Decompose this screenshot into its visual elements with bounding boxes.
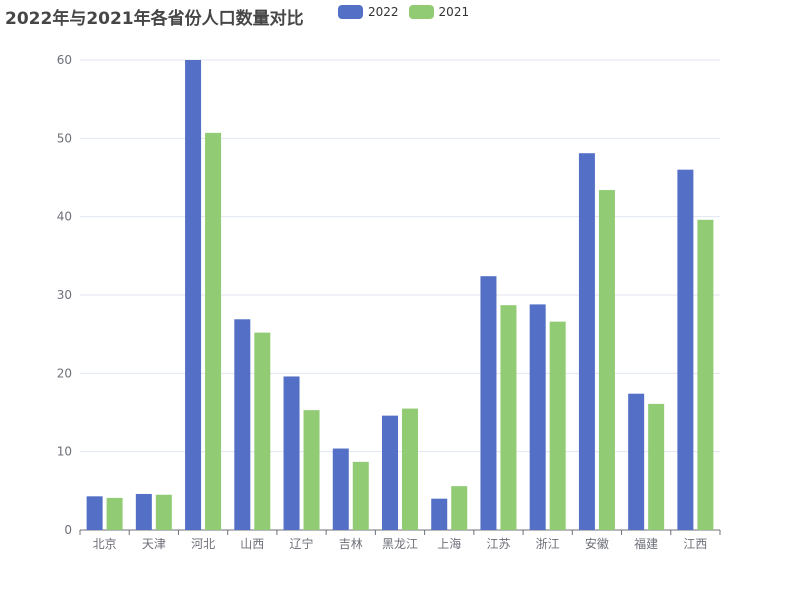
bar-2022 [628,393,645,530]
bar-2021 [352,461,369,530]
legend: 2022 2021 [338,5,469,19]
y-tick-label: 40 [57,210,72,224]
bar-2021 [303,410,320,530]
bar-2021 [598,190,615,531]
bar-2022 [135,493,152,530]
x-tick-label: 天津 [142,537,166,551]
x-tick-label: 北京 [93,537,117,551]
bar-2022 [185,60,202,530]
bar-2021 [155,494,172,530]
y-tick-label: 50 [57,131,72,145]
bar-2022 [480,276,497,530]
bar-2022 [283,376,300,530]
bar-2021 [549,321,566,530]
bar-2021 [500,305,517,530]
y-tick-label: 0 [64,523,72,537]
chart-title: 2022年与2021年各省份人口数量对比 [5,9,304,29]
x-tick-label: 上海 [437,536,461,551]
bar-2022 [529,304,546,530]
x-tick-label: 福建 [634,536,658,551]
bar-2021 [648,403,665,530]
bar-2022 [431,498,448,530]
x-tick-label: 河北 [191,537,215,551]
y-tick-label: 20 [57,366,72,380]
legend-item-2021[interactable]: 2021 [408,5,470,19]
x-tick-label: 浙江 [536,537,560,551]
bar-2022 [578,153,595,530]
x-tick-label: 山西 [240,537,264,551]
y-tick-label: 10 [57,445,72,459]
x-tick-label: 吉林 [339,537,363,551]
legend-swatch-2022 [338,5,363,19]
legend-label-2022: 2022 [368,5,399,19]
bar-2021 [451,486,468,530]
bar-2022 [234,319,251,530]
bar-2022 [382,415,398,530]
x-tick-label: 辽宁 [290,536,314,551]
bar-2021 [254,332,271,530]
bar-2021 [402,408,418,530]
legend-item-2022[interactable]: 2022 [338,5,399,19]
bar-2022 [332,448,349,530]
legend-label-2021: 2021 [438,5,470,19]
bar-2021 [697,219,714,531]
bar-2021 [205,132,222,530]
bar-2022 [86,496,103,530]
x-tick-label: 黑龙江 [382,537,418,551]
x-tick-label: 江西 [683,537,707,551]
y-tick-label: 30 [57,288,72,302]
y-tick-label: 60 [57,53,72,67]
legend-swatch-2021 [408,5,434,19]
x-tick-label: 安徽 [585,536,609,551]
bar-2021 [106,497,123,530]
x-tick-label: 江苏 [486,537,510,551]
bar-2022 [677,169,694,530]
